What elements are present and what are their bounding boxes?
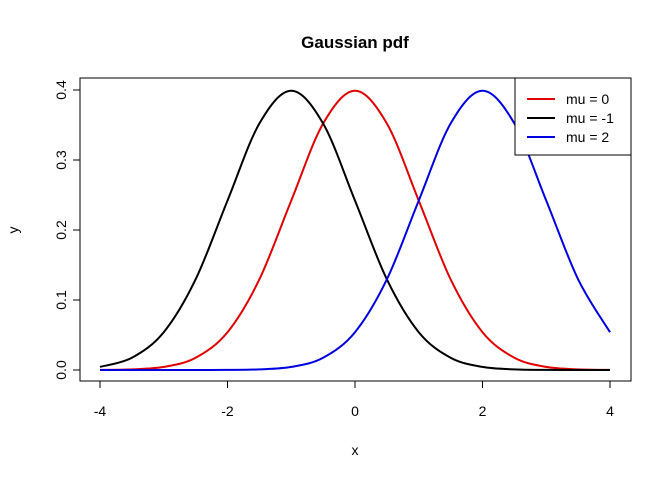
x-tick-label: -2 [221, 403, 234, 419]
y-axis: 0.0 0.1 0.2 0.3 0.4 [53, 80, 81, 380]
y-axis-label: y [5, 227, 21, 234]
series-line-2 [99, 89, 611, 372]
x-tick-label: 4 [606, 403, 614, 419]
chart-title: Gaussian pdf [301, 33, 409, 52]
y-tick-label: 0.2 [53, 220, 69, 240]
x-axis-label: x [352, 442, 359, 458]
legend-label: mu = -1 [566, 110, 614, 126]
legend: mu = 0 mu = -1 mu = 2 [514, 77, 632, 156]
series-layer [99, 89, 611, 372]
legend-label: mu = 2 [566, 129, 609, 145]
y-tick-label: 0.0 [53, 360, 69, 380]
legend-label: mu = 0 [566, 91, 609, 107]
x-axis: -4 -2 0 2 4 [94, 380, 614, 419]
x-tick-label: 0 [351, 403, 359, 419]
y-tick-label: 0.4 [53, 80, 69, 100]
y-tick-label: 0.1 [53, 290, 69, 310]
y-tick-label: 0.3 [53, 150, 69, 170]
series-line-0 [99, 89, 611, 371]
legend-box [514, 77, 632, 156]
series-line-1 [99, 89, 611, 372]
x-tick-label: -4 [94, 403, 107, 419]
x-tick-label: 2 [479, 403, 487, 419]
